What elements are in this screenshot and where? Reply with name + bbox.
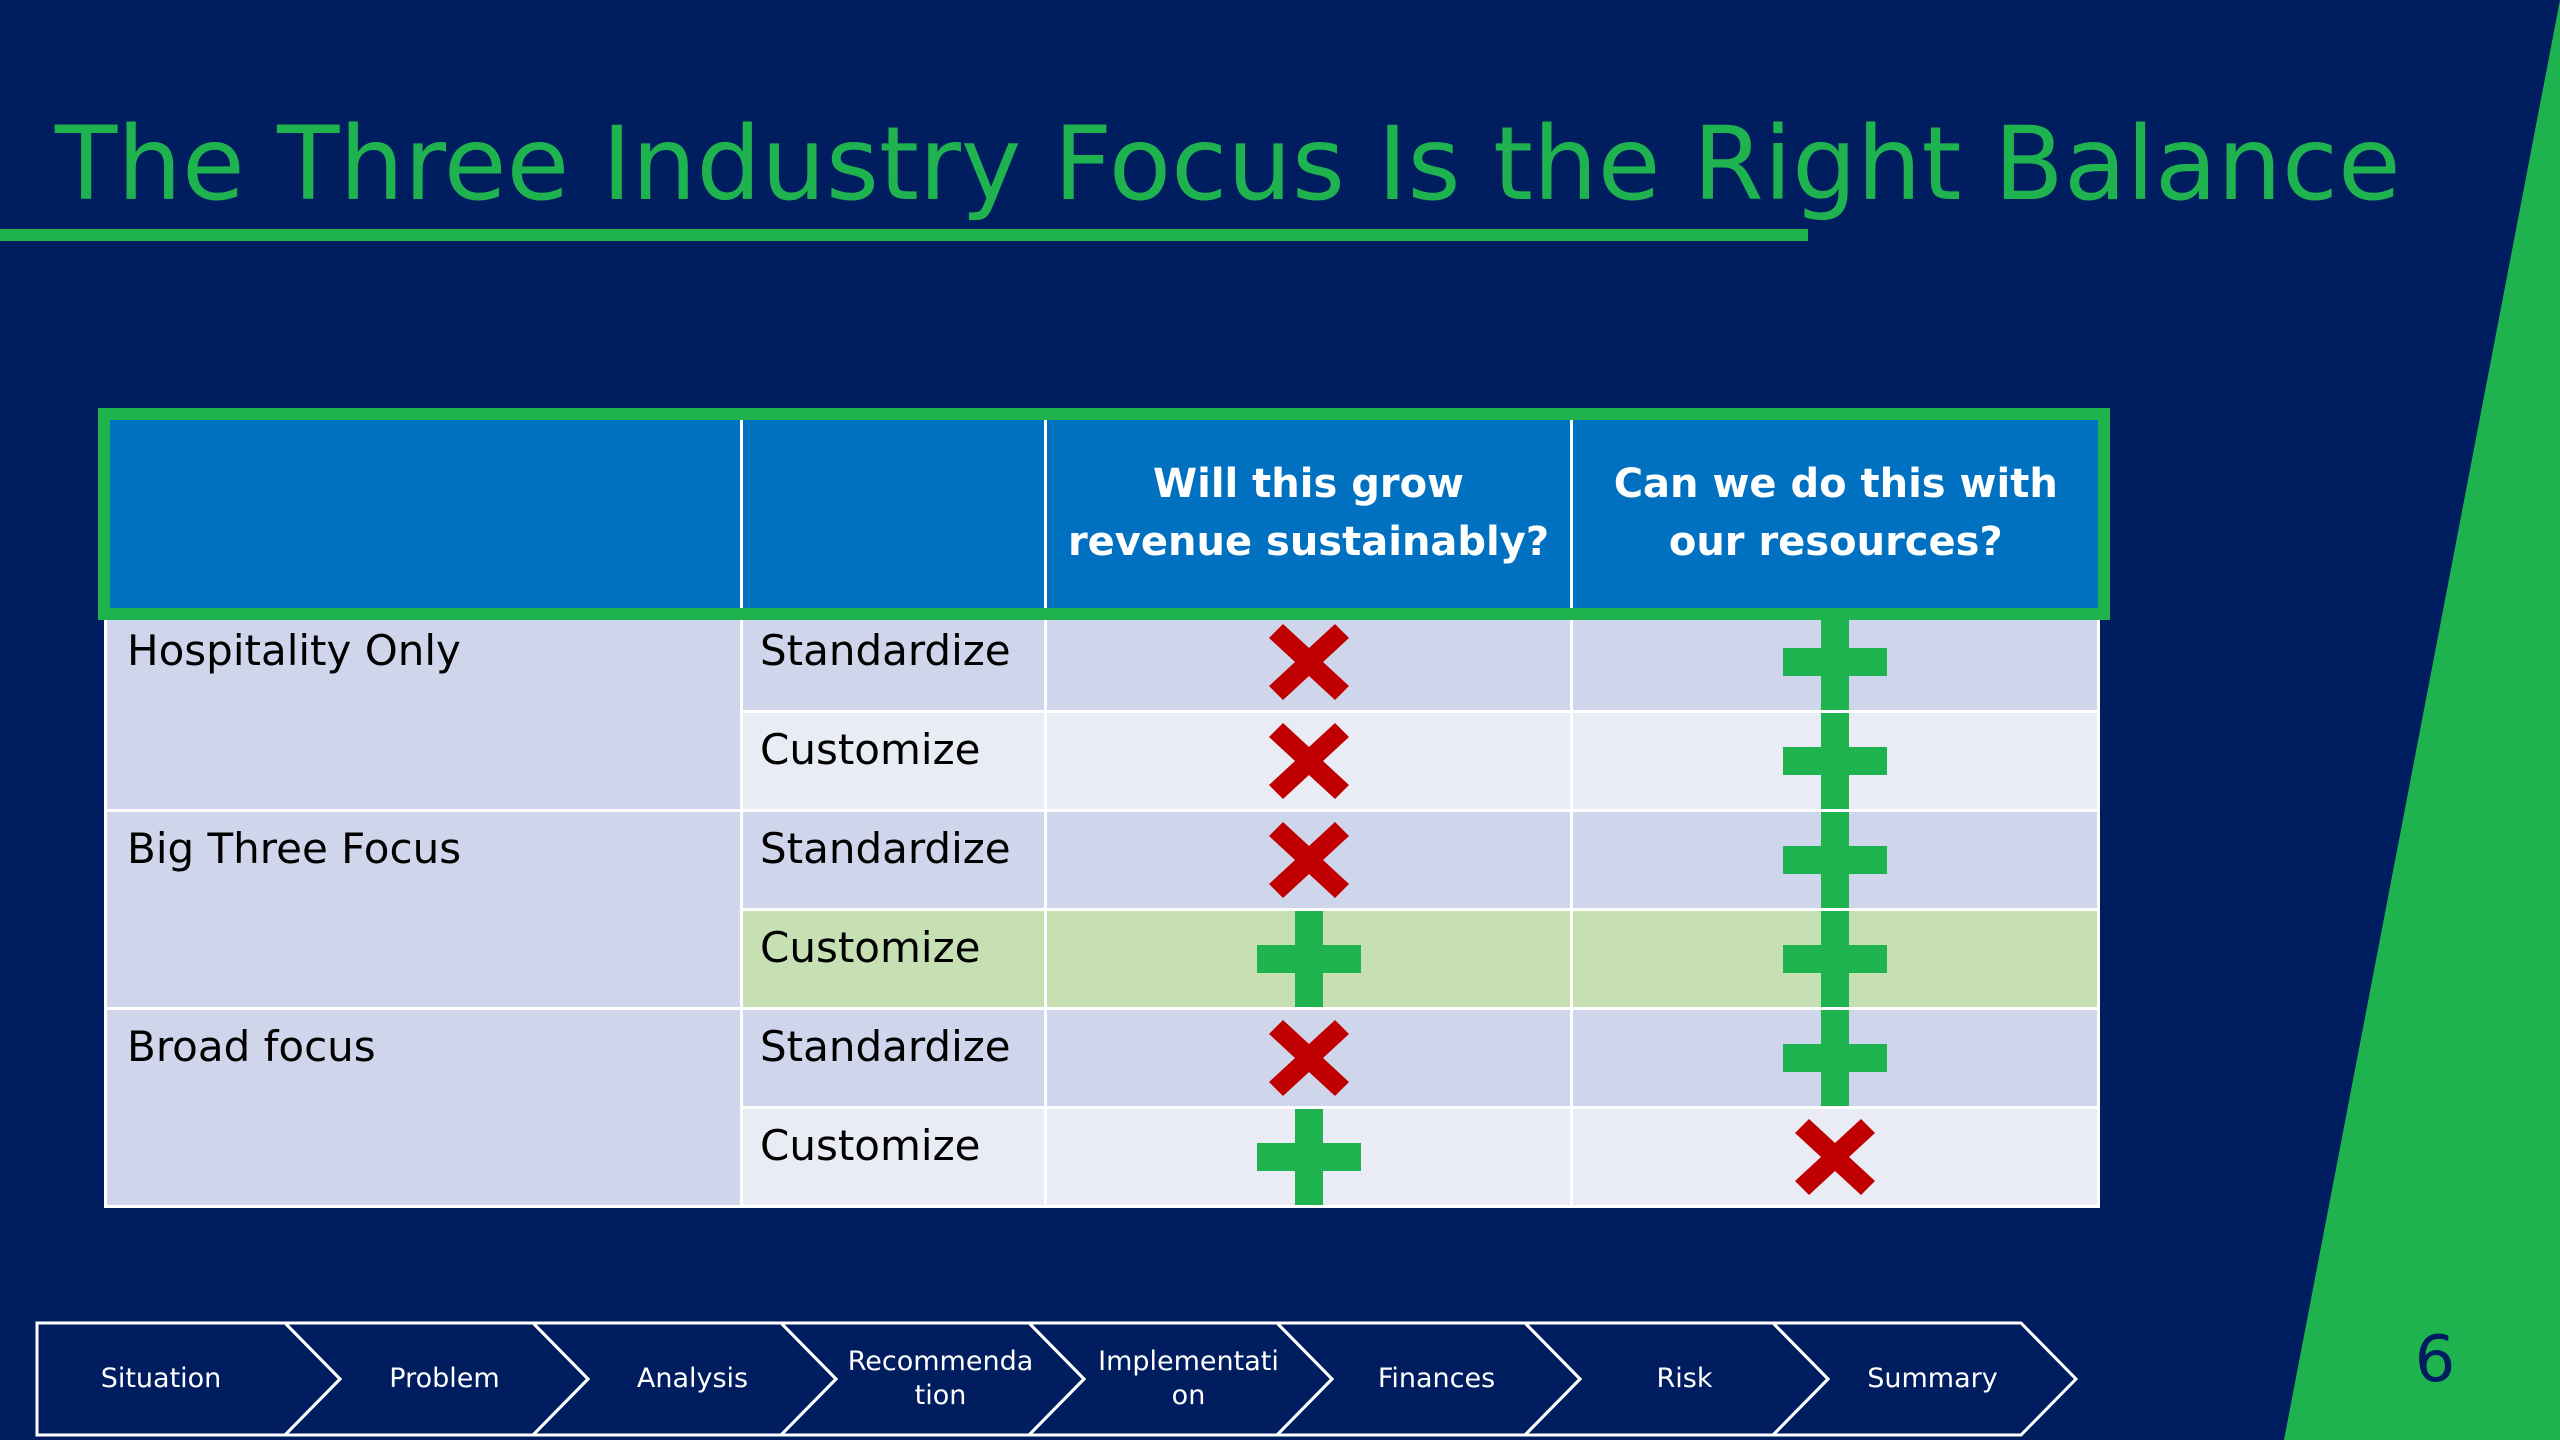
approach-cell: Standardize: [740, 1006, 1047, 1109]
approach-cell: Standardize: [740, 610, 1047, 713]
resources-cell: [1570, 907, 2100, 1010]
table-row: Customize: [106, 709, 2100, 812]
plus-icon: [1783, 712, 1887, 809]
approach-cell: Customize: [740, 709, 1047, 812]
grow-revenue-cell: [1044, 1006, 1573, 1109]
resources-cell: [1570, 1006, 2100, 1109]
matrix-body: Hospitality Only Standardize Customize Big …: [104, 610, 2100, 1208]
nav-step-label: Analysis: [636, 1363, 749, 1394]
nav-step-5[interactable]: Implementati on: [1089, 1320, 1289, 1438]
table-row: Big Three Focus Standardize: [104, 808, 2100, 1010]
table-row: Customize: [106, 907, 2100, 1010]
nav-step-1[interactable]: Situation: [61, 1320, 261, 1438]
plus-icon: [1783, 910, 1887, 1007]
nav-step-label: Recommenda: [847, 1346, 1034, 1377]
nav-step-3[interactable]: Analysis: [593, 1320, 793, 1438]
focus-group-label: Hospitality Only: [104, 610, 743, 812]
table-row: Hospitality Only Standardize: [104, 610, 2100, 812]
nav-step-label: Summary: [1867, 1363, 1998, 1394]
cross-icon: [1268, 821, 1349, 898]
header-cell-grow-revenue: Will this grow revenue sustainably?: [1045, 416, 1573, 612]
cross-icon: [1268, 1019, 1349, 1096]
plus-icon: [1783, 1009, 1887, 1106]
resources-cell: [1570, 709, 2100, 812]
nav-step-label: Situation: [100, 1363, 222, 1394]
cross-icon: [1268, 722, 1349, 799]
title-underline: [0, 229, 1808, 241]
table-row: Broad focus Standardize: [104, 1006, 2100, 1208]
header-cell-focus: [105, 416, 743, 612]
approach-cell: Customize: [740, 1105, 1047, 1208]
nav-step-8[interactable]: Summary: [1833, 1320, 2033, 1438]
grow-revenue-cell: [1044, 907, 1573, 1010]
nav-step-label: Implementati: [1098, 1346, 1279, 1377]
nav-step-label: on: [1171, 1380, 1206, 1411]
resources-cell: [1570, 808, 2100, 911]
approach-cell: Customize: [740, 907, 1047, 1010]
plus-icon: [1256, 910, 1361, 1007]
table-row: Customize: [106, 1105, 2100, 1208]
evaluation-matrix: Will this grow revenue sustainably? Can …: [104, 416, 2100, 1208]
slide-title: The Three Industry Focus Is the Right Ba…: [55, 105, 2401, 224]
cross-icon: [1795, 1118, 1875, 1195]
nav-chevron: [1769, 1321, 2079, 1437]
grow-revenue-cell: [1044, 808, 1573, 911]
process-chevrons: [35, 1321, 2079, 1437]
nav-step-label: Problem: [389, 1363, 500, 1394]
grow-revenue-cell: [1044, 709, 1573, 812]
plus-icon: [1256, 1108, 1361, 1205]
header-cell-resources: Can we do this with our resources?: [1571, 416, 2099, 612]
resources-cell: [1570, 1105, 2100, 1208]
header-cell-approach: [741, 416, 1047, 612]
nav-step-label: tion: [914, 1380, 967, 1411]
grow-revenue-cell: [1044, 610, 1573, 713]
resources-cell: [1570, 610, 2100, 713]
focus-group-label: Broad focus: [104, 1006, 743, 1208]
header-row: Will this grow revenue sustainably? Can …: [105, 416, 2099, 612]
nav-step-6[interactable]: Finances: [1337, 1320, 1537, 1438]
process-nav: Situation Problem Analysis Recommenda tion Im…: [34, 1320, 2084, 1438]
nav-step-label: Risk: [1656, 1363, 1713, 1394]
nav-step-7[interactable]: Risk: [1585, 1320, 1785, 1438]
focus-group-label: Big Three Focus: [104, 808, 743, 1010]
page-number: 6: [2414, 1323, 2456, 1397]
plus-icon: [1783, 811, 1887, 908]
cross-icon: [1268, 623, 1349, 700]
approach-cell: Standardize: [740, 808, 1047, 911]
grow-revenue-cell: [1044, 1105, 1573, 1208]
plus-icon: [1783, 613, 1887, 710]
nav-step-4[interactable]: Recommenda tion: [841, 1320, 1041, 1438]
nav-step-label: Finances: [1377, 1363, 1496, 1394]
nav-step-2[interactable]: Problem: [345, 1320, 545, 1438]
